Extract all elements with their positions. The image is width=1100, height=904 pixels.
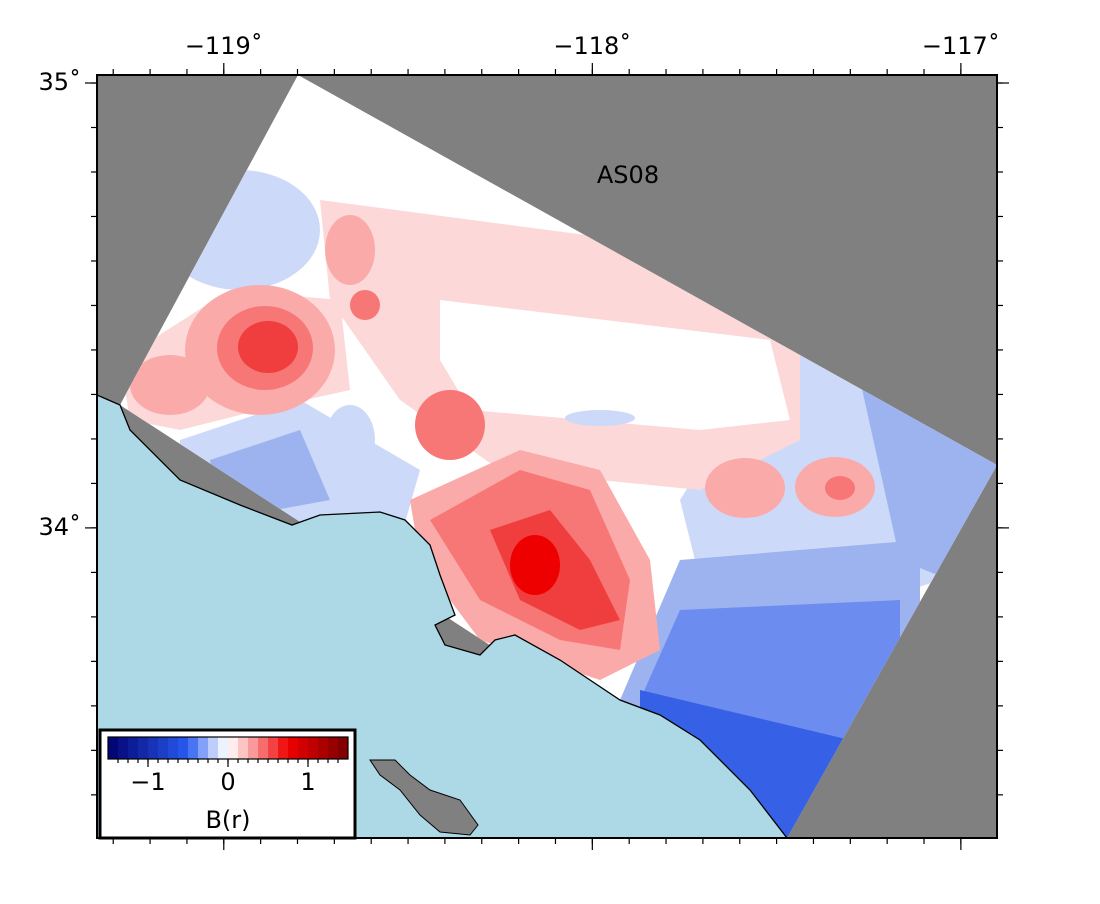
ocean	[96, 394, 789, 839]
colorbar-swatch	[148, 737, 159, 759]
map-frame	[96, 74, 998, 839]
lat-tick-label: 34˚	[38, 513, 81, 541]
colorbar-swatch	[138, 737, 149, 759]
colorbar-swatch	[258, 737, 269, 759]
colorbar-swatch	[268, 737, 279, 759]
lat-tick-label: 35˚	[38, 68, 81, 96]
colorbar-swatch	[188, 737, 199, 759]
colorbar-tick-label: 1	[300, 768, 315, 796]
colorbar-swatch	[228, 737, 239, 759]
lon-tick-label: −118˚	[553, 32, 631, 60]
colorbar-swatch	[318, 737, 329, 759]
colorbar-swatch	[298, 737, 309, 759]
colorbar-swatch	[328, 737, 339, 759]
colorbar-swatch	[278, 737, 289, 759]
colorbar-label: B(r)	[205, 806, 250, 834]
colorbar-swatch	[128, 737, 139, 759]
colorbar-swatch	[218, 737, 229, 759]
colorbar-swatch	[288, 737, 299, 759]
colorbar-swatch	[338, 737, 349, 759]
colorbar-swatch	[198, 737, 209, 759]
colorbar-swatch	[208, 737, 219, 759]
island	[369, 759, 479, 836]
colorbar-tick-label: −1	[130, 768, 165, 796]
colorbar-swatch	[118, 737, 129, 759]
colorbar-swatch	[158, 737, 169, 759]
colorbar-swatch	[248, 737, 259, 759]
lon-tick-label: −119˚	[185, 32, 263, 60]
colorbar-tick-label: 0	[220, 768, 235, 796]
colorbar-swatch	[178, 737, 189, 759]
colorbar-swatch	[238, 737, 249, 759]
colorbar-swatch	[308, 737, 319, 759]
colorbar-swatch	[168, 737, 179, 759]
map-label: AS08	[597, 161, 659, 189]
lon-tick-label: −117˚	[922, 32, 1000, 60]
colorbar-swatch	[108, 737, 119, 759]
